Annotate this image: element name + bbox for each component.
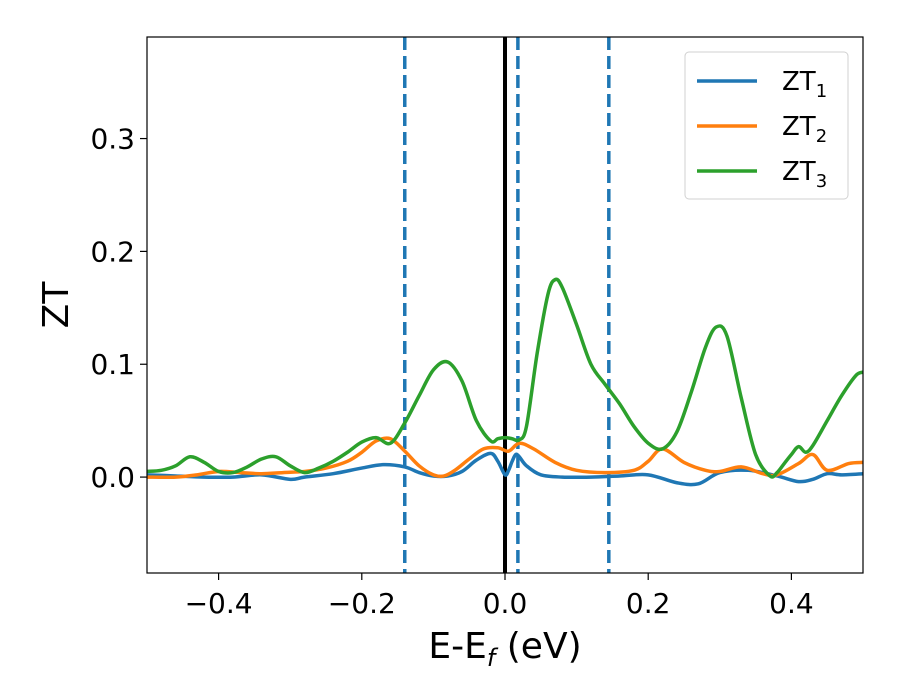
y-tick-label: 0.0: [90, 461, 135, 494]
y-tick-label: 0.3: [90, 123, 135, 156]
x-tick-label: 0.4: [769, 587, 814, 620]
x-tick-label: −0.4: [185, 587, 253, 620]
y-tick-label: 0.2: [90, 235, 135, 268]
y-axis-ticks: 0.0 0.1 0.2 0.3: [90, 123, 147, 494]
legend-label-zt1: ZT1: [782, 67, 827, 102]
x-axis-ticks: −0.4 −0.2 0.0 0.2 0.4: [185, 573, 814, 620]
x-tick-label: −0.2: [328, 587, 396, 620]
y-axis-label: ZT: [36, 281, 77, 329]
legend-label-zt3: ZT3: [782, 157, 827, 192]
x-axis-label: E-Ef (eV): [428, 626, 581, 672]
y-tick-label: 0.1: [90, 348, 135, 381]
legend: ZT1 ZT2 ZT3: [684, 51, 849, 200]
reference-lines: [403, 37, 611, 573]
series-line-zt3: [147, 277, 863, 479]
legend-box: [684, 51, 849, 200]
x-tick-label: 0.0: [483, 587, 528, 620]
series-layer: [147, 277, 863, 487]
series-line-zt1: [147, 451, 863, 487]
legend-label-zt2: ZT2: [782, 112, 827, 147]
x-tick-label: 0.2: [626, 587, 671, 620]
